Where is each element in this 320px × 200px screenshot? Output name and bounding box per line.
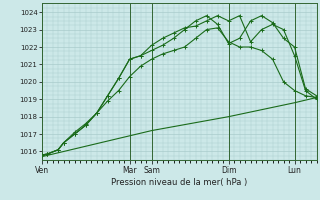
X-axis label: Pression niveau de la mer( hPa ): Pression niveau de la mer( hPa ): [111, 178, 247, 187]
